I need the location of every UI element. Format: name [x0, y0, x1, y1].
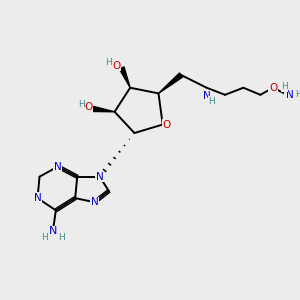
Text: N: N — [34, 193, 41, 203]
Text: H: H — [295, 90, 300, 99]
Text: N: N — [91, 197, 98, 207]
Polygon shape — [119, 67, 130, 88]
Text: H: H — [208, 97, 215, 106]
Text: N: N — [54, 161, 62, 172]
Text: N: N — [286, 90, 294, 100]
Text: H: H — [106, 58, 112, 67]
Polygon shape — [93, 106, 115, 112]
Text: O: O — [112, 61, 120, 71]
Text: H: H — [281, 82, 288, 91]
Text: H: H — [58, 233, 65, 242]
Polygon shape — [158, 73, 183, 93]
Text: H: H — [41, 233, 48, 242]
Text: O: O — [163, 119, 171, 130]
Text: O: O — [269, 83, 277, 93]
Text: N: N — [203, 91, 211, 101]
Text: H: H — [78, 100, 85, 109]
Text: O: O — [84, 102, 92, 112]
Text: N: N — [96, 172, 104, 182]
Text: N: N — [49, 226, 57, 236]
